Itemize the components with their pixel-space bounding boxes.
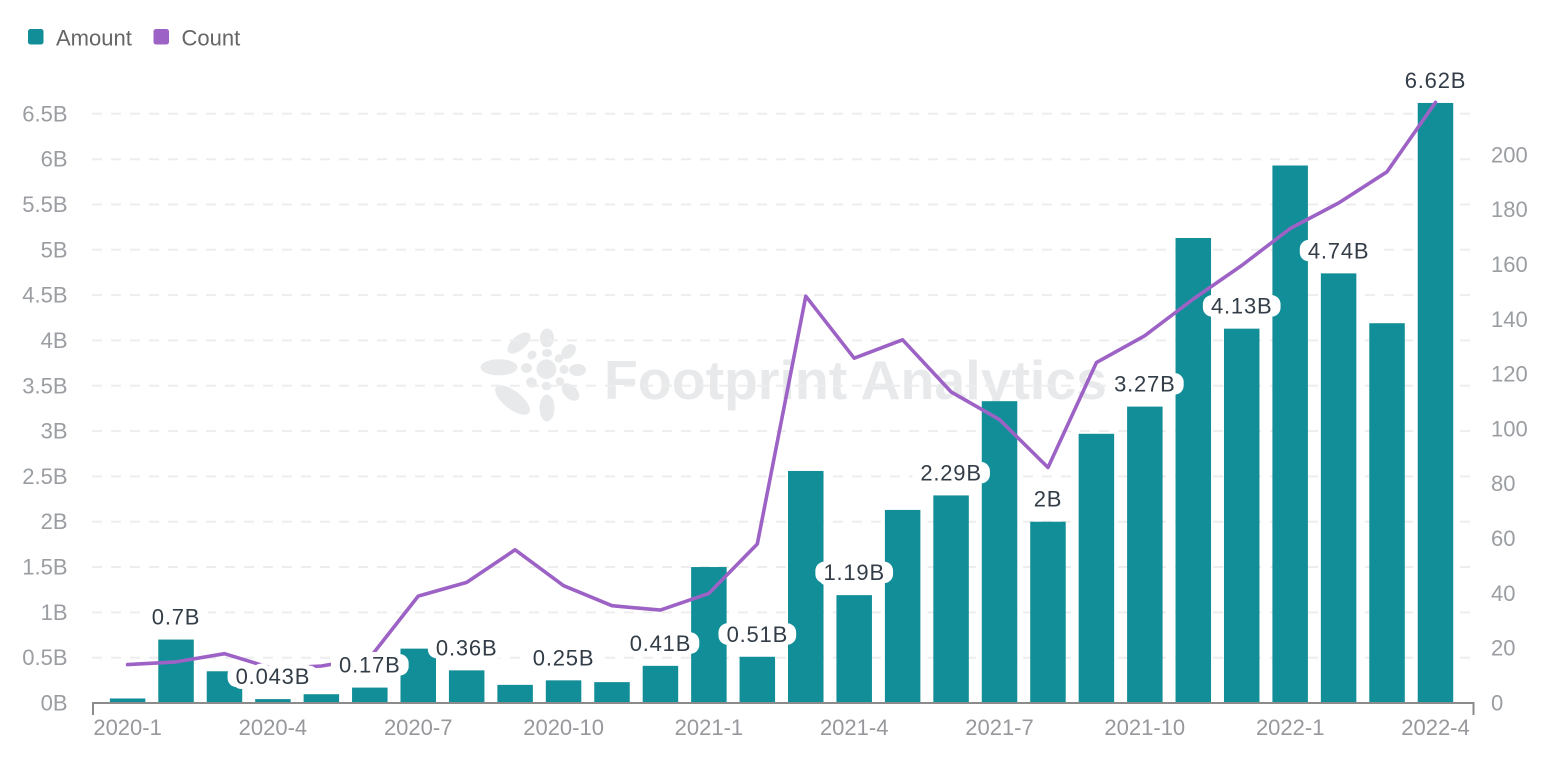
svg-text:0.5B: 0.5B: [22, 645, 67, 670]
svg-text:100: 100: [1491, 416, 1528, 441]
svg-text:80: 80: [1491, 471, 1515, 496]
svg-text:4.5B: 4.5B: [22, 283, 67, 308]
svg-text:0.043B: 0.043B: [236, 664, 311, 689]
svg-text:6B: 6B: [41, 147, 68, 172]
svg-text:5.5B: 5.5B: [22, 192, 67, 217]
svg-text:60: 60: [1491, 526, 1515, 551]
svg-text:2020-10: 2020-10: [523, 715, 604, 740]
svg-text:5B: 5B: [41, 237, 68, 262]
svg-text:2020-1: 2020-1: [93, 715, 162, 740]
svg-text:0.7B: 0.7B: [152, 605, 200, 630]
svg-text:2021-7: 2021-7: [965, 715, 1034, 740]
svg-text:120: 120: [1491, 362, 1528, 387]
svg-text:2021-10: 2021-10: [1104, 715, 1185, 740]
svg-text:2021-4: 2021-4: [820, 715, 889, 740]
svg-text:1B: 1B: [41, 600, 68, 625]
svg-text:160: 160: [1491, 252, 1528, 277]
svg-text:4.13B: 4.13B: [1211, 294, 1273, 319]
svg-text:2020-7: 2020-7: [384, 715, 453, 740]
svg-text:2022-4: 2022-4: [1401, 715, 1470, 740]
svg-text:2.29B: 2.29B: [920, 460, 982, 485]
svg-text:3B: 3B: [41, 419, 68, 444]
svg-text:2.5B: 2.5B: [22, 464, 67, 489]
svg-text:3.27B: 3.27B: [1114, 372, 1176, 397]
svg-text:20: 20: [1491, 636, 1515, 661]
svg-text:0B: 0B: [41, 691, 68, 716]
svg-text:0: 0: [1491, 691, 1503, 716]
svg-text:40: 40: [1491, 581, 1515, 606]
svg-text:140: 140: [1491, 307, 1528, 332]
svg-text:0.51B: 0.51B: [727, 622, 789, 647]
svg-text:4B: 4B: [41, 328, 68, 353]
svg-text:2B: 2B: [1034, 487, 1063, 512]
svg-text:1.19B: 1.19B: [823, 560, 885, 585]
svg-text:6.62B: 6.62B: [1405, 68, 1467, 93]
svg-text:1.5B: 1.5B: [22, 555, 67, 580]
svg-text:4.74B: 4.74B: [1308, 238, 1370, 263]
svg-text:0.36B: 0.36B: [436, 635, 498, 660]
svg-text:200: 200: [1491, 142, 1528, 167]
svg-text:6.5B: 6.5B: [22, 101, 67, 126]
svg-text:2020-4: 2020-4: [239, 715, 308, 740]
svg-text:Count: Count: [182, 26, 241, 51]
svg-text:2022-1: 2022-1: [1256, 715, 1325, 740]
svg-text:Amount: Amount: [56, 26, 132, 51]
svg-text:180: 180: [1491, 197, 1528, 222]
svg-text:0.41B: 0.41B: [630, 631, 692, 656]
svg-text:0.25B: 0.25B: [533, 645, 595, 670]
svg-text:3.5B: 3.5B: [22, 373, 67, 398]
svg-text:2021-1: 2021-1: [675, 715, 744, 740]
svg-text:2B: 2B: [41, 509, 68, 534]
svg-text:0.17B: 0.17B: [339, 653, 401, 678]
